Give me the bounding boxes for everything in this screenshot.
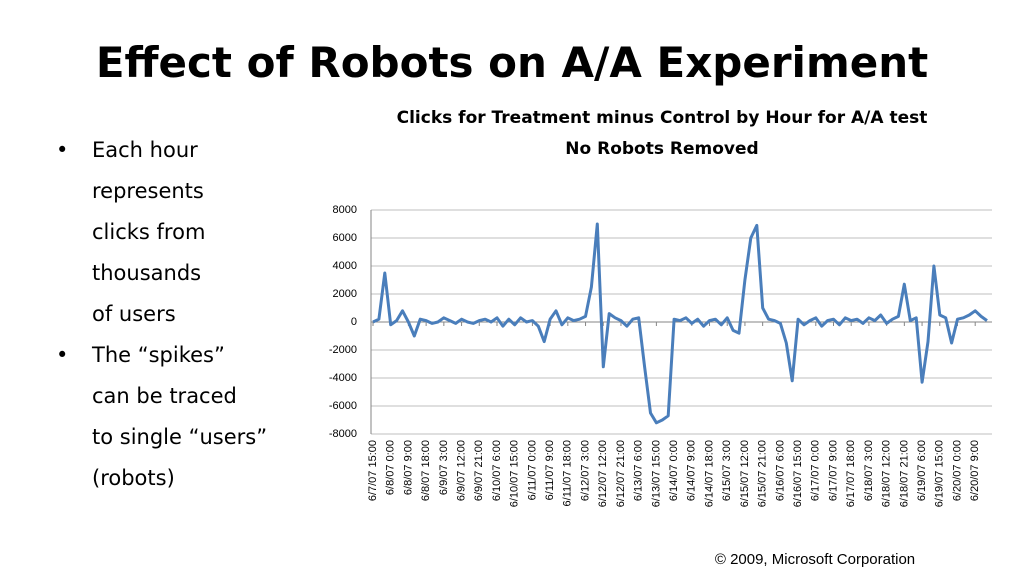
bullet-marker: •: [56, 138, 69, 162]
x-tick-label: 6/14/07 9:00: [686, 440, 698, 501]
x-tick-label: 6/12/07 21:00: [615, 440, 627, 507]
bullet-item: • Each hour represents clicks from thousands…: [52, 130, 312, 335]
x-tick-label: 6/17/07 0:00: [810, 440, 822, 501]
x-tick-label: 6/12/07 12:00: [597, 440, 609, 507]
y-tick-label: 6000: [333, 232, 357, 244]
x-tick-label: 6/17/07 9:00: [827, 440, 839, 501]
x-tick-label: 6/11/07 9:00: [544, 440, 556, 500]
data-line: [372, 222, 988, 425]
bullet-line: thousands: [92, 261, 202, 285]
y-tick-label: -8000: [329, 428, 357, 440]
bullet-line: clicks from: [92, 220, 206, 244]
x-tick-label: 6/15/07 3:00: [721, 440, 733, 501]
x-tick-label: 6/9/07 21:00: [473, 440, 485, 501]
x-tick-label: 6/16/07 15:00: [792, 440, 804, 507]
x-tick-label: 6/18/07 3:00: [863, 440, 875, 501]
y-tick-label: -4000: [329, 372, 357, 384]
y-tick-label: 8000: [333, 204, 357, 216]
y-tick-label: -2000: [329, 344, 357, 356]
x-tick-label: 6/14/07 0:00: [668, 440, 680, 501]
x-tick-label: 6/9/07 12:00: [455, 440, 467, 501]
x-tick-label: 6/8/07 9:00: [402, 440, 414, 495]
bullet-line: can be traced: [92, 384, 237, 408]
x-tick-label: 6/17/07 18:00: [845, 440, 857, 507]
bullet-line: represents: [92, 179, 204, 203]
y-tick-label: 4000: [333, 260, 357, 272]
x-tick-label: 6/11/07 18:00: [562, 440, 574, 506]
y-tick-label: -6000: [329, 400, 357, 412]
chart-title: Clicks for Treatment minus Control by Ho…: [396, 108, 928, 128]
bullet-line: Each hour: [92, 138, 198, 162]
x-tick-label: 6/8/07 0:00: [385, 440, 397, 495]
x-tick-label: 6/20/07 9:00: [969, 440, 981, 501]
x-tick-label: 6/10/07 15:00: [509, 440, 521, 507]
x-tick-label: 6/8/07 18:00: [420, 440, 432, 501]
x-tick-label: 6/9/07 3:00: [438, 440, 450, 495]
bullet-line: to single “users”: [92, 425, 268, 449]
chart-header: Clicks for Treatment minus Control by Ho…: [372, 103, 952, 165]
x-tick-label: 6/16/07 6:00: [774, 440, 786, 501]
x-tick-label: 6/19/07 15:00: [934, 440, 946, 507]
x-tick-label: 6/18/07 21:00: [898, 440, 910, 507]
x-tick-label: 6/19/07 6:00: [916, 440, 928, 501]
x-tick-label: 6/10/07 6:00: [491, 440, 503, 501]
slide-title: Effect of Robots on A/A Experiment: [95, 38, 929, 87]
x-tick-label: 6/15/07 21:00: [757, 440, 769, 507]
x-tick-label: 6/12/07 3:00: [579, 440, 591, 501]
x-tick-label: 6/13/07 6:00: [633, 440, 645, 501]
bullet-list: • Each hour represents clicks from thousands…: [52, 130, 312, 499]
y-tick-label: 2000: [333, 288, 357, 300]
bullet-line: (robots): [92, 466, 175, 490]
x-tick-label: 6/20/07 0:00: [951, 440, 963, 501]
bullet-line: of users: [92, 302, 176, 326]
bullet-line: The “spikes”: [92, 343, 225, 367]
y-tick-label: 0: [351, 316, 357, 328]
x-tick-label: 6/18/07 12:00: [881, 440, 893, 507]
x-tick-label: 6/15/07 12:00: [739, 440, 751, 507]
x-tick-label: 6/7/07 15:00: [367, 440, 379, 501]
bullet-item: • The “spikes” can be traced to single “use…: [52, 335, 312, 499]
x-tick-label: 6/13/07 15:00: [650, 440, 662, 507]
x-tick-label: 6/11/07 0:00: [526, 440, 538, 500]
x-tick-label: 6/14/07 18:00: [703, 440, 715, 507]
footer: © 2009, Microsoft Corporation: [714, 551, 916, 568]
chart-subtitle: No Robots Removed: [565, 139, 759, 159]
bullet-marker: •: [56, 343, 69, 367]
